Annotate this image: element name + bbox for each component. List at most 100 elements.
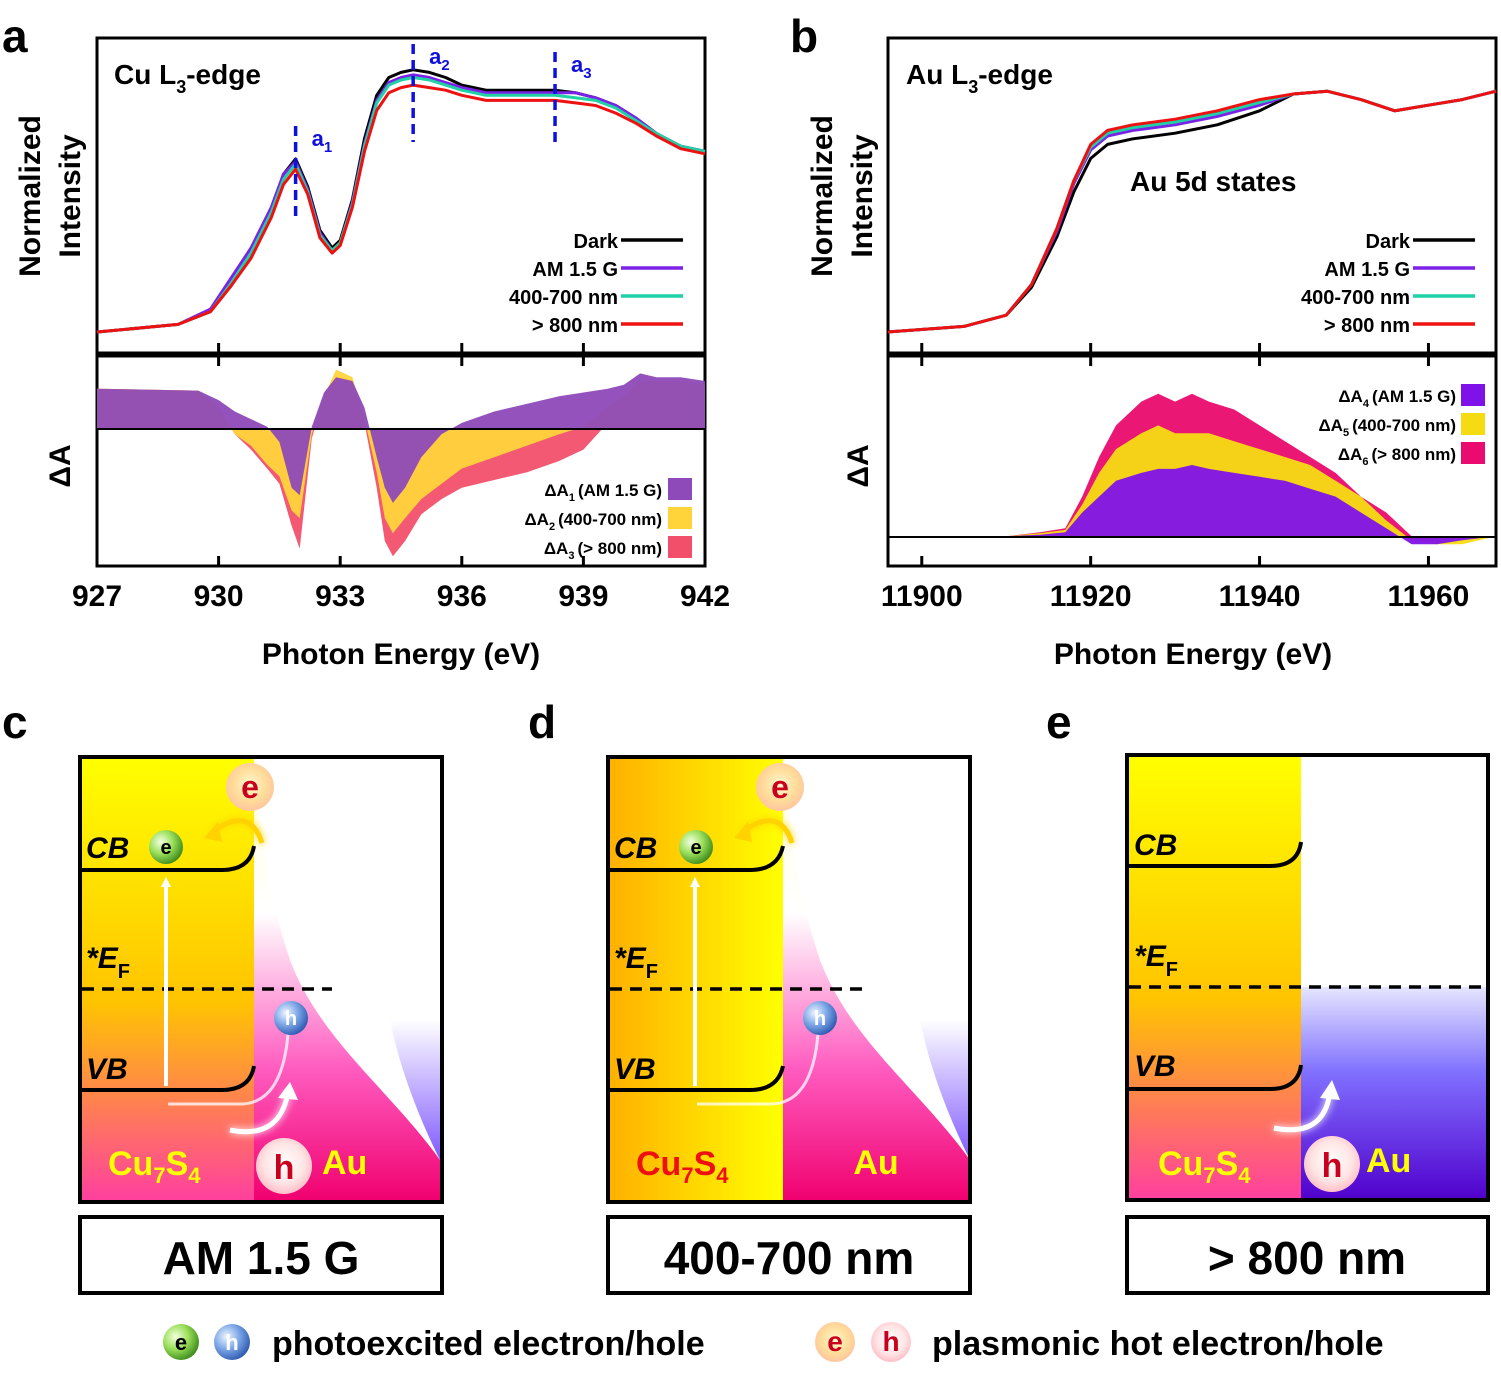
legend-dA4-label: ΔA4 (AM 1.5 G)	[1338, 387, 1456, 410]
legend-dA2-swatch	[668, 507, 692, 529]
panel-a-tick-label-3: 936	[437, 580, 487, 613]
panel-a-tick-label-1: 930	[194, 580, 244, 613]
footer-photo-hole-icon	[214, 1324, 250, 1360]
panel-a-xlabel: Photon Energy (eV)	[262, 638, 540, 671]
panel-d-condition-label: 400-700 nm	[664, 1232, 915, 1284]
panel-d-photo-hole-glyph: h	[814, 1008, 826, 1030]
panel-c-diagram: CB VB *EF e h e h Cu7S4 Au AM 1.5 G	[78, 755, 444, 1295]
panel-a-chart: Cu L3-edge Normalized Intensity ΔA a1 a2 a…	[14, 36, 730, 671]
panel-c-frame	[78, 755, 444, 1204]
panel-b-top-frame	[886, 36, 1498, 355]
panel-c-hot-electron-arrowhead	[204, 822, 222, 842]
footer-photo-label: photoexcited electron/hole	[272, 1325, 705, 1363]
panel-e-frame	[1125, 753, 1490, 1202]
panel-d-semiconductor-label: Cu7S4	[636, 1145, 729, 1188]
panel-a-tick-label-0: 927	[72, 580, 122, 613]
panel-d-vb-label: VB	[614, 1053, 656, 1086]
legend-dA1-label: ΔA1 (AM 1.5 G)	[544, 481, 662, 504]
legend-dA5-label: ΔA5 (400-700 nm)	[1318, 416, 1456, 439]
panel-c-condition-label: AM 1.5 G	[163, 1232, 360, 1284]
panel-c-metal-label: Au	[322, 1144, 367, 1182]
panel-d-photo-hole-icon	[803, 1001, 837, 1035]
panel-a-tick-label-5: 942	[680, 580, 730, 613]
footer-plasmonic-label: plasmonic hot electron/hole	[932, 1325, 1384, 1363]
panel-b-tick-label-1: 11920	[1050, 580, 1132, 613]
panel-label-d: d	[528, 696, 556, 748]
footer-hot-electron-icon	[815, 1322, 855, 1362]
footer-photo-hole-glyph: h	[225, 1330, 238, 1355]
legend-dA6-swatch	[1461, 442, 1485, 464]
panel-b-legend: Dark AM 1.5 G 400-700 nm > 800 nm	[1301, 231, 1475, 337]
panel-a-diff-area-0	[97, 373, 705, 503]
panel-b-diff-ylabel: ΔA	[842, 444, 875, 487]
panel-e-vb-band	[1129, 1064, 1303, 1091]
legend-dA2-label: ΔA2 (400-700 nm)	[524, 510, 662, 533]
panel-e-hot-hole-glyph: h	[1322, 1147, 1343, 1185]
panel-e-vb-label: VB	[1134, 1050, 1176, 1083]
panel-a-legend: Dark AM 1.5 G 400-700 nm > 800 nm	[509, 231, 683, 337]
panel-d-au-tail	[920, 1020, 970, 1160]
panel-c-photo-hole-icon	[274, 1001, 308, 1035]
panel-a-tick-label-2: 933	[315, 580, 365, 613]
panel-c-hot-hole-glyph: h	[274, 1149, 295, 1187]
panel-label-b: b	[790, 10, 818, 62]
panel-c-au-tail	[390, 1020, 440, 1160]
panel-b-tick-label-2: 11940	[1219, 580, 1301, 613]
panel-label-c: c	[2, 696, 28, 748]
legend-a-nir-label: > 800 nm	[532, 315, 618, 337]
panel-d-frame	[606, 755, 972, 1204]
footer-hot-hole-glyph: h	[882, 1326, 899, 1357]
panel-d-hole-transfer-path	[697, 1033, 820, 1106]
panel-e-diagram: CB VB *EF h Cu7S4 Au > 800 nm	[1125, 753, 1490, 1295]
panel-d-au-region	[783, 757, 970, 1202]
panel-b-tick-label-3: 11960	[1388, 580, 1470, 613]
panel-b-ylabel-2: Intensity	[846, 134, 879, 258]
legend-b-dark-label: Dark	[1366, 231, 1411, 253]
legend-dA3-swatch	[668, 536, 692, 558]
panel-c-ef-label: *EF	[86, 942, 130, 983]
panel-a-series-3	[96, 83, 706, 334]
panel-b-chart: Au L3-edge Au 5d states Normalized Inten…	[806, 36, 1498, 671]
footer-photo-electron-glyph: e	[175, 1330, 187, 1355]
panel-c-au-region	[254, 757, 440, 1202]
panel-a-marker-label-1: a2	[429, 44, 450, 74]
panel-e-cb-band	[1129, 841, 1303, 868]
panel-c-vb-label: VB	[86, 1053, 128, 1086]
panel-b-diff-legend: ΔA4 (AM 1.5 G) ΔA5 (400-700 nm) ΔA6 (> 800 …	[1318, 384, 1485, 468]
panel-e-ef-label: *EF	[1134, 940, 1178, 981]
panel-a-ylabel-1: Normalized	[14, 115, 47, 277]
panel-e-hot-hole-icon	[1304, 1136, 1360, 1192]
legend-a-dark-label: Dark	[574, 231, 619, 253]
panel-c-hot-hole-arrowhead	[278, 1082, 298, 1100]
panel-d-condition-box	[606, 1215, 972, 1295]
legend-dA1-swatch	[668, 478, 692, 500]
panel-e-hot-hole-arrowhead	[1320, 1080, 1340, 1100]
panel-a-diff-ylabel: ΔA	[44, 444, 77, 487]
legend-a-am-label: AM 1.5 G	[532, 259, 618, 281]
legend-b-nir-label: > 800 nm	[1324, 315, 1410, 337]
panel-b-title: Au L3-edge	[906, 59, 1053, 97]
panel-e-cb-label: CB	[1134, 829, 1177, 862]
panel-a-diff-legend: ΔA1 (AM 1.5 G) ΔA2 (400-700 nm) ΔA3 (> 800 …	[524, 478, 692, 562]
panel-d-metal-label: Au	[853, 1144, 898, 1182]
panel-b-tick-label-0: 11900	[881, 580, 963, 613]
legend-dA4-swatch	[1461, 384, 1485, 406]
legend-a-vis-label: 400-700 nm	[509, 287, 618, 309]
panel-c-condition-box	[78, 1215, 444, 1295]
panel-c-hole-transfer-path	[168, 1033, 290, 1106]
panel-b-xlabel: Photon Energy (eV)	[1054, 638, 1332, 671]
panel-e-hot-hole-arrow	[1273, 1091, 1333, 1133]
panel-d-ef-label: *EF	[614, 942, 658, 983]
footer-hot-electron-glyph: e	[827, 1326, 843, 1357]
panel-c-cb-band	[82, 845, 256, 872]
panel-c-hot-electron-icon	[226, 763, 274, 811]
panel-a-top-frame	[95, 36, 707, 355]
panel-e-semiconductor-region	[1127, 755, 1301, 1200]
panel-d-hot-electron-icon	[756, 763, 804, 811]
panel-d-photo-electron-glyph: e	[690, 837, 701, 859]
panel-a-marker-label-2: a3	[571, 52, 592, 82]
panel-a-series-2	[96, 76, 706, 334]
panel-c-semiconductor-label: Cu7S4	[108, 1145, 201, 1188]
panel-b-diff-area-2	[888, 465, 1496, 545]
footer-hot-hole-icon	[871, 1322, 911, 1362]
